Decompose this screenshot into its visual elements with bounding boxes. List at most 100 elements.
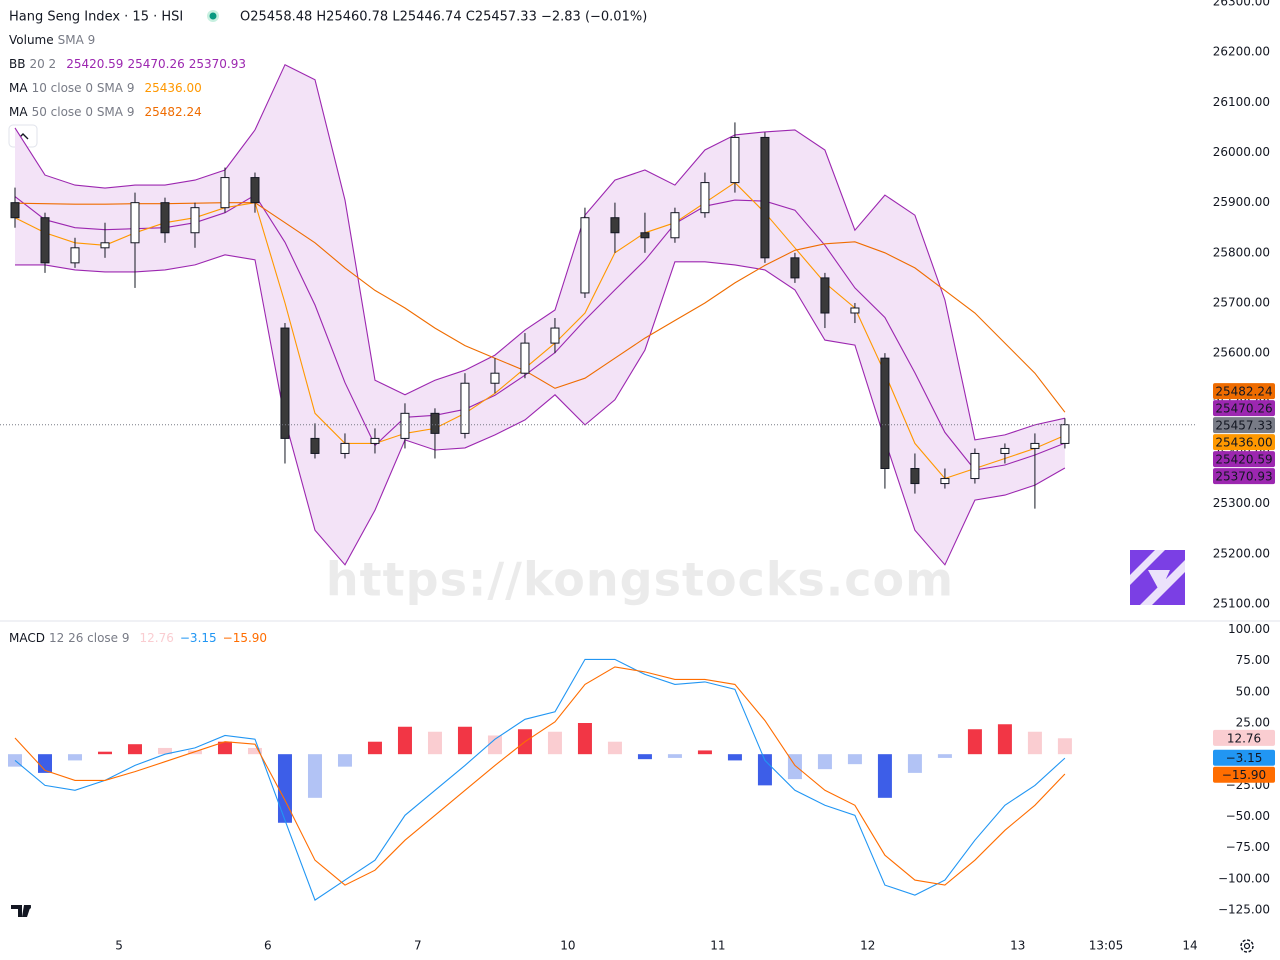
y-tick-label: −100.00 — [1218, 871, 1270, 885]
settings-button[interactable] — [1240, 939, 1254, 953]
y-tick-label: 75.00 — [1236, 653, 1270, 667]
histogram-bar — [577, 723, 592, 755]
logo-mark — [1130, 550, 1185, 605]
candle-body — [160, 202, 170, 234]
x-tick-label: 13 — [1010, 939, 1025, 953]
tv-logo-dot[interactable] — [27, 905, 31, 909]
y-tick-label: 25200.00 — [1213, 546, 1270, 560]
candle-body — [250, 177, 260, 204]
candle-body — [100, 242, 110, 249]
candle-body — [70, 247, 80, 264]
candle-body — [970, 452, 980, 480]
symbol-title: Hang Seng Index · 15 · HSI — [9, 10, 183, 25]
candle-body — [760, 136, 770, 259]
legend-line: BB 20 2 25420.59 25470.26 25370.93 — [9, 57, 246, 71]
tv-logo-mark[interactable] — [11, 905, 31, 917]
gear-inner[interactable] — [1243, 942, 1251, 950]
legend-value: 25420.59 — [66, 57, 123, 71]
legend-line: MA 50 close 0 SMA 9 25482.24 — [9, 105, 202, 119]
price-label-box — [1213, 400, 1275, 417]
price-label-box — [1213, 749, 1275, 766]
legend-value: 25370.93 — [189, 57, 246, 71]
legend-params: 20 2 — [29, 57, 56, 71]
price-label-box — [1213, 451, 1275, 468]
candle-body — [670, 212, 680, 239]
indicator-line — [15, 254, 1066, 566]
gear-outer[interactable] — [1240, 939, 1254, 953]
histogram-bar — [967, 729, 982, 755]
histogram-bar — [1027, 731, 1042, 755]
histogram-bar — [97, 751, 112, 755]
indicator-line — [14, 181, 1066, 480]
histogram-bar — [277, 754, 292, 823]
histogram-bar — [1057, 738, 1072, 755]
legend-value: 25470.26 — [127, 57, 184, 71]
legend-name: MA — [9, 105, 28, 119]
y-tick-label: 25100.00 — [1213, 596, 1270, 610]
price-label-box — [1213, 766, 1275, 783]
candle-body — [790, 257, 800, 279]
legend-line: Volume SMA 9 — [9, 33, 95, 47]
histogram-bar — [457, 726, 472, 755]
x-tick-label: 7 — [414, 939, 422, 953]
price-label: 25436.00 — [1215, 436, 1272, 450]
y-tick-label: 100.00 — [1228, 622, 1270, 636]
histogram-bar — [817, 754, 832, 770]
candle-body — [220, 177, 230, 209]
status-dot — [209, 12, 217, 20]
legend-params: 10 close 0 SMA 9 — [32, 81, 135, 95]
legend-value: 25436.00 — [144, 81, 201, 95]
x-tick-label: 6 — [264, 939, 272, 953]
candle-body — [130, 202, 140, 244]
candle-body — [550, 327, 560, 344]
histogram-bar — [367, 741, 382, 755]
bb-fill — [15, 64, 1065, 565]
price-label: 25457.33 — [1215, 419, 1272, 433]
y-tick-label: 50.00 — [1236, 684, 1270, 698]
price-label: 25482.24 — [1215, 385, 1272, 399]
legend-name: MA — [9, 81, 28, 95]
price-label: 25370.93 — [1215, 470, 1272, 484]
y-tick-label: 26300.00 — [1213, 0, 1270, 9]
histogram-bar — [937, 754, 952, 758]
tv-logo[interactable] — [11, 905, 31, 917]
y-tick-label: −125.00 — [1218, 903, 1270, 917]
x-tick-label: 13:05 — [1089, 939, 1124, 953]
x-tick-label: 10 — [560, 939, 575, 953]
candle-body — [40, 217, 50, 264]
candle-body — [310, 437, 320, 454]
macd-line — [14, 658, 1066, 901]
histogram-bar — [127, 744, 142, 755]
candle-body — [610, 217, 620, 234]
y-tick-label: 26000.00 — [1213, 145, 1270, 159]
histogram-bar — [757, 754, 772, 786]
price-label: −3.15 — [1226, 751, 1263, 765]
histogram-bar — [37, 754, 52, 773]
histogram-bar — [727, 754, 742, 761]
x-tick-label: 14 — [1182, 939, 1197, 953]
indicator-line — [14, 63, 1066, 441]
histogram-bar — [847, 754, 862, 765]
candle-body — [10, 202, 20, 219]
histogram-bar — [547, 731, 562, 755]
x-tick-label: 12 — [860, 939, 875, 953]
legend-value: −15.90 — [223, 631, 267, 645]
candle-body — [640, 232, 650, 239]
x-tick-label: 11 — [710, 939, 725, 953]
candle-body — [880, 357, 890, 470]
candle-body — [430, 412, 440, 434]
price-label: 12.76 — [1227, 731, 1261, 745]
price-label: 25420.59 — [1215, 453, 1272, 467]
candle-body — [1060, 424, 1070, 444]
y-tick-label: 26100.00 — [1213, 95, 1270, 109]
legend-params: 12 26 close 9 — [49, 631, 130, 645]
price-label: −15.90 — [1222, 768, 1266, 782]
y-tick-label: 25700.00 — [1213, 295, 1270, 309]
y-tick-label: 25600.00 — [1213, 346, 1270, 360]
candle-body — [850, 307, 860, 314]
histogram-bar — [637, 754, 652, 760]
candle-body — [940, 478, 950, 485]
histogram-bar — [337, 754, 352, 767]
